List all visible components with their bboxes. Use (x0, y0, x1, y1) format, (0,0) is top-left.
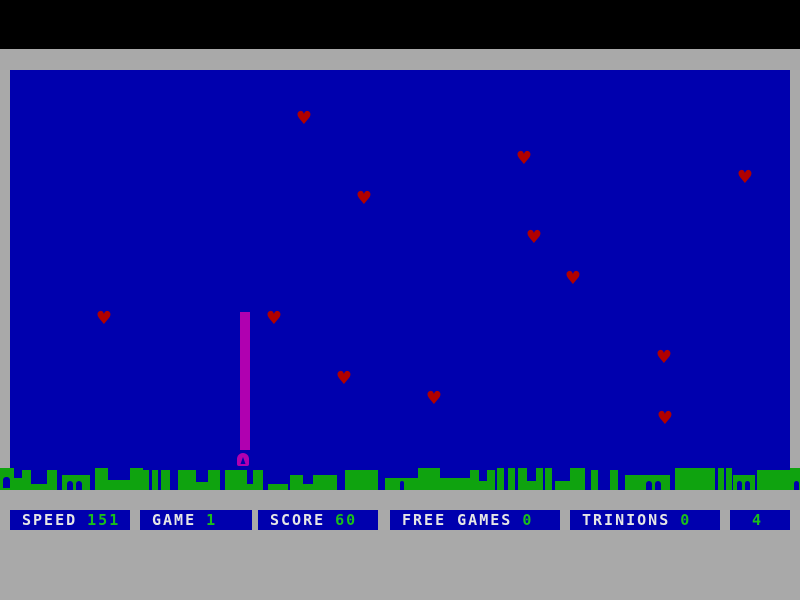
skyline-block (545, 468, 552, 490)
heart-icon: ♥ (656, 408, 674, 429)
status-lives-value: 4 (752, 511, 764, 529)
skyline-block (225, 470, 247, 490)
skyline-window-icon (794, 481, 799, 490)
status-speed-value: 151 (87, 511, 121, 529)
status-speed-label: SPEED (22, 511, 78, 529)
skyline-block (303, 484, 313, 490)
skyline-block (47, 470, 57, 490)
status-free-games-label: FREE GAMES (402, 511, 513, 529)
skyline-block (418, 468, 440, 490)
skyline-block (675, 468, 715, 490)
status-game: GAME 1 (140, 510, 252, 530)
status-lives: 4 (730, 510, 790, 530)
skyline-block (570, 468, 585, 490)
heart-icon: ♥ (295, 108, 313, 129)
heart-icon: ♥ (525, 227, 543, 248)
skyline-block (385, 478, 408, 490)
status-free-games-value: 0 (522, 511, 534, 529)
skyline-block (178, 470, 196, 490)
heart-icon: ♥ (355, 188, 373, 209)
status-free-games: FREE GAMES 0 (390, 510, 560, 530)
skyline-block (313, 475, 337, 490)
player-bar (240, 312, 250, 450)
skyline-block (268, 484, 288, 490)
status-score-label: SCORE (270, 511, 326, 529)
heart-icon: ♥ (564, 268, 582, 289)
player-ship-icon (237, 453, 249, 466)
skyline-block (253, 470, 263, 490)
skyline-block (143, 470, 149, 490)
skyline-block (345, 470, 378, 490)
status-score: SCORE 60 (258, 510, 378, 530)
top-black-strip (0, 0, 800, 49)
skyline-block (196, 482, 208, 490)
skyline (0, 468, 800, 490)
skyline-window-icon (67, 481, 73, 490)
skyline-block (497, 468, 504, 490)
skyline-block (161, 470, 170, 490)
skyline-window-icon (76, 481, 82, 490)
skyline-block (14, 478, 22, 490)
skyline-block (718, 468, 724, 490)
status-trinions: TRINIONS 0 (570, 510, 720, 530)
heart-icon: ♥ (335, 368, 353, 389)
status-game-value: 1 (206, 511, 218, 529)
status-game-label: GAME (152, 511, 197, 529)
heart-icon: ♥ (425, 388, 443, 409)
skyline-block (470, 470, 479, 490)
skyline-block (757, 470, 790, 490)
playfield[interactable] (10, 70, 790, 490)
skyline-block (108, 480, 130, 490)
heart-icon: ♥ (95, 308, 113, 329)
skyline-window-icon (655, 481, 661, 490)
skyline-window-icon (3, 477, 10, 488)
skyline-window-icon (400, 481, 404, 490)
skyline-block (536, 468, 543, 490)
skyline-block (95, 468, 108, 490)
skyline-block (208, 470, 220, 490)
skyline-block (610, 470, 618, 490)
skyline-block (508, 468, 515, 490)
status-speed: SPEED 151 (10, 510, 130, 530)
skyline-window-icon (745, 481, 750, 490)
skyline-block (591, 470, 598, 490)
skyline-block (518, 468, 527, 490)
heart-icon: ♥ (736, 167, 754, 188)
status-trinions-value: 0 (680, 511, 692, 529)
skyline-block (130, 468, 143, 490)
skyline-block (479, 481, 487, 490)
skyline-window-icon (737, 481, 742, 490)
skyline-block (790, 468, 800, 490)
skyline-block (22, 470, 31, 490)
skyline-block (487, 470, 495, 490)
skyline-block (31, 484, 47, 490)
heart-icon: ♥ (515, 148, 533, 169)
status-trinions-label: TRINIONS (582, 511, 671, 529)
skyline-window-icon (646, 481, 652, 490)
skyline-block (726, 468, 732, 490)
heart-icon: ♥ (265, 308, 283, 329)
status-score-value: 60 (335, 511, 358, 529)
skyline-block (152, 470, 158, 490)
skyline-block (247, 484, 253, 490)
skyline-block (290, 475, 303, 490)
skyline-block (527, 481, 536, 490)
heart-icon: ♥ (655, 347, 673, 368)
